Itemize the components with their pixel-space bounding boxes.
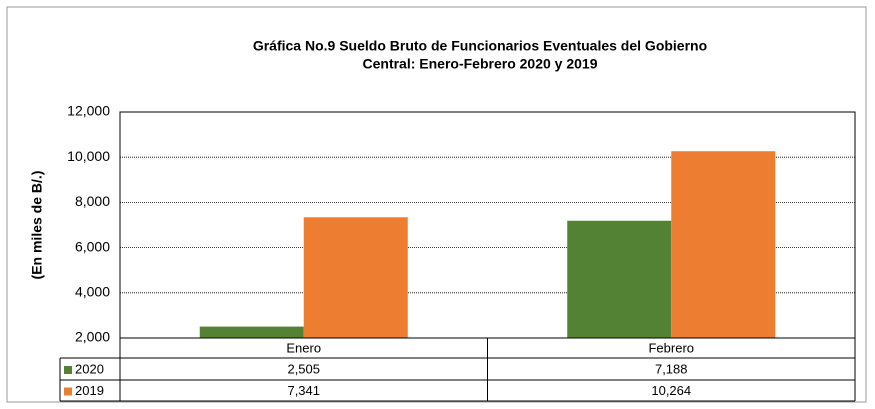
table-value: 7,341: [287, 383, 320, 398]
y-tick-label: 4,000: [75, 284, 110, 300]
y-tick-label: 8,000: [75, 193, 110, 209]
y-tick-label: 2,000: [75, 329, 110, 345]
table-value: 10,264: [651, 383, 691, 398]
bar: [671, 151, 776, 338]
x-tick-label: Enero: [286, 340, 321, 355]
bar: [567, 220, 672, 338]
legend-swatch: [64, 366, 72, 374]
table-value: 2,505: [287, 361, 320, 376]
bar: [199, 326, 304, 338]
y-axis-label: (En miles de B/.): [29, 171, 45, 280]
legend-swatch: [64, 387, 72, 396]
legend-label: 2019: [75, 383, 104, 398]
chart-title: Gráfica No.9 Sueldo Bruto de Funcionario…: [253, 38, 707, 54]
x-tick-label: Febrero: [648, 340, 694, 355]
chart-title: Central: Enero-Febrero 2020 y 2019: [363, 56, 598, 72]
y-tick-label: 12,000: [67, 103, 110, 119]
bar: [303, 217, 408, 338]
y-tick-label: 6,000: [75, 238, 110, 254]
table-value: 7,188: [655, 361, 688, 376]
legend-label: 2020: [75, 361, 104, 376]
y-tick-label: 10,000: [67, 148, 110, 164]
